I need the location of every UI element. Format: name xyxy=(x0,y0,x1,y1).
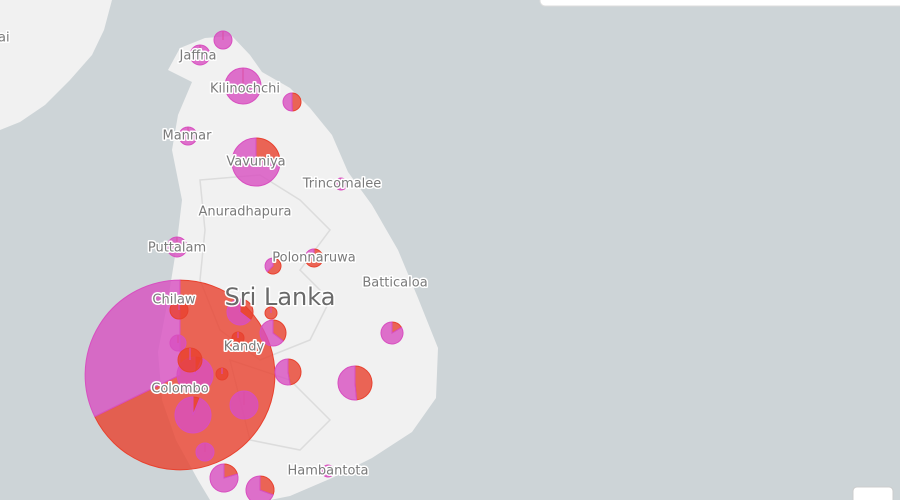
pie-marker xyxy=(334,177,348,191)
pie-marker xyxy=(274,358,302,386)
pie-marker xyxy=(195,442,215,462)
pie-marker xyxy=(304,248,324,268)
pie-marker xyxy=(213,30,233,50)
pie-slice xyxy=(304,248,324,268)
pie-marker xyxy=(166,236,188,258)
pie-slice xyxy=(337,365,358,401)
pie-slice xyxy=(189,44,211,66)
place-label: Vavuniya xyxy=(226,155,285,170)
pie-marker xyxy=(229,390,259,420)
place-label: Hambantota xyxy=(288,464,369,479)
place-label: Colombo xyxy=(151,382,209,397)
place-label: Kandy xyxy=(224,340,265,355)
pie-slice xyxy=(195,442,215,462)
place-label: Jaffna xyxy=(179,49,217,64)
pie-marker xyxy=(169,334,187,352)
pie-slice xyxy=(304,248,315,260)
place-label: Chilaw xyxy=(152,293,196,308)
pie-slice xyxy=(274,358,291,386)
pie-slice xyxy=(229,390,259,420)
pie-slice xyxy=(174,396,212,434)
pie-marker xyxy=(264,306,278,320)
pie-marker xyxy=(337,365,373,401)
pie-marker xyxy=(178,126,198,146)
pie-marker xyxy=(215,367,229,381)
place-label: Batticaloa xyxy=(362,276,427,291)
pie-marker xyxy=(224,67,262,105)
search-box[interactable] xyxy=(539,0,900,7)
place-label: Trincomalee xyxy=(302,177,382,192)
country-label: Sri Lanka xyxy=(225,283,336,311)
pie-marker xyxy=(209,463,239,493)
pie-marker xyxy=(282,92,302,112)
place-label: Mannar xyxy=(163,129,213,144)
pie-marker xyxy=(231,331,245,345)
pie-marker xyxy=(231,137,281,187)
place-label: Polonnaruwa xyxy=(272,251,356,266)
pie-slice xyxy=(255,137,281,163)
pie-marker xyxy=(264,257,282,275)
pie-marker xyxy=(245,475,275,500)
place-label: ai xyxy=(0,31,10,46)
pie-slice xyxy=(380,321,404,345)
pie-marker xyxy=(259,319,287,347)
pie-slice xyxy=(266,257,282,275)
pie-marker xyxy=(321,464,335,478)
pie-slice xyxy=(169,334,187,352)
pie-slice xyxy=(226,298,251,326)
markers xyxy=(84,30,404,500)
map-control[interactable] xyxy=(852,486,894,500)
pie-slice xyxy=(259,319,284,347)
pie-slice xyxy=(282,92,293,112)
place-label: Puttalam xyxy=(148,241,206,256)
pie-slice xyxy=(224,67,262,105)
pie-slice xyxy=(259,475,275,496)
pie-marker xyxy=(380,321,404,345)
pie-marker xyxy=(174,396,212,434)
pie-marker xyxy=(189,44,211,66)
pie-slice xyxy=(264,257,274,273)
pie-slice xyxy=(231,137,281,187)
pie-slice xyxy=(209,463,239,493)
pie-slice xyxy=(354,365,373,401)
mainland xyxy=(0,0,112,130)
pie-slice xyxy=(166,236,188,258)
pie-slice xyxy=(291,92,302,112)
place-label: Anuradhapura xyxy=(199,205,292,220)
pie-marker xyxy=(169,300,189,320)
place-label: Kilinochchi xyxy=(210,82,280,97)
pie-slice xyxy=(272,319,287,342)
pie-slice xyxy=(84,279,181,418)
labels: ai Jaffna Kilinochchi Mannar Vavuniya Trincom… xyxy=(0,29,429,480)
pie-slice xyxy=(239,298,254,321)
pie-slice xyxy=(213,30,233,50)
pie-slice xyxy=(287,358,302,386)
pie-slice xyxy=(334,177,348,191)
pie-slice xyxy=(321,464,335,478)
pie-marker xyxy=(226,298,254,326)
pie-marker xyxy=(177,347,203,373)
pie-slice xyxy=(178,126,198,146)
